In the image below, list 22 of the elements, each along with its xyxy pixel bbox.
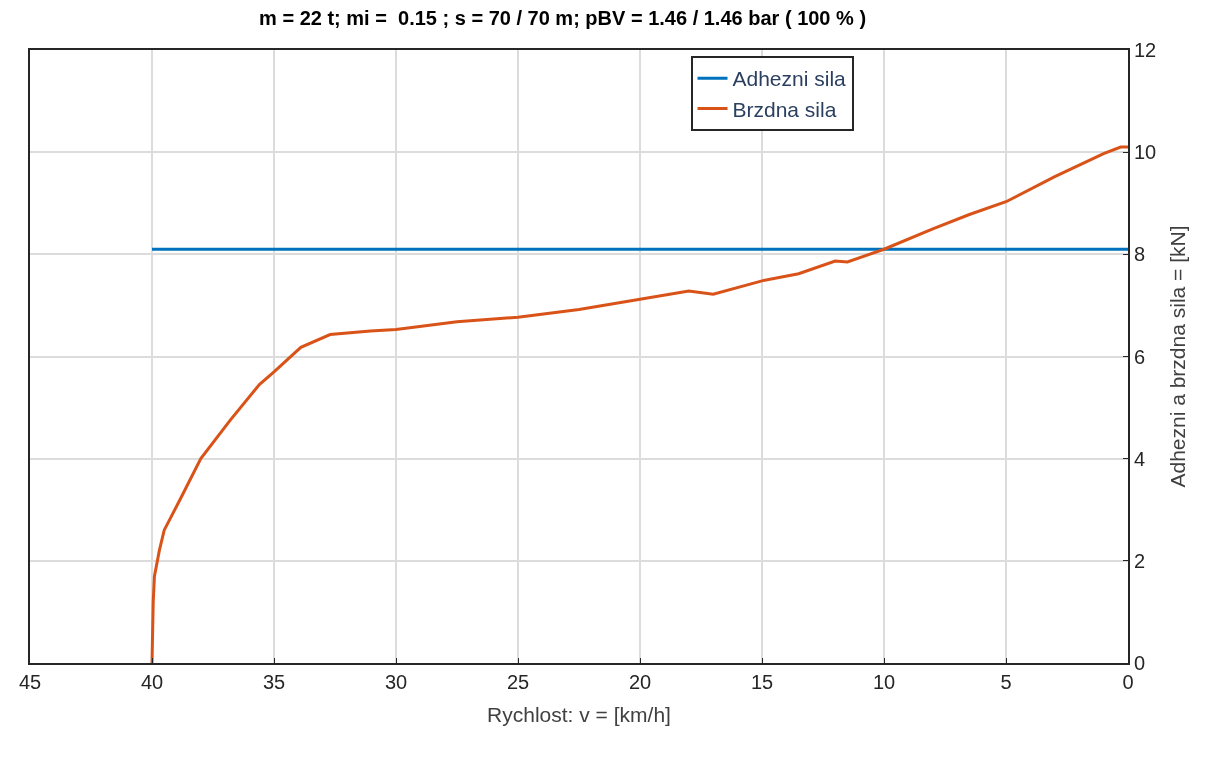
x-tick-label: 45	[18, 671, 42, 693]
y-tick-label: 4	[1134, 447, 1146, 470]
x-tick-label: 25	[506, 671, 530, 693]
y-tick-label: 8	[1134, 243, 1146, 266]
x-tick-label: 30	[384, 671, 408, 693]
x-tick-label: 10	[872, 671, 896, 693]
x-tick-label: 20	[628, 671, 652, 693]
x-tick-label: 5	[1000, 671, 1012, 693]
x-tick-label: 15	[750, 671, 774, 693]
y-tick-label: 0	[1134, 652, 1146, 674]
y-axis-title: Adhezni a brzdna sila = [kN]	[1165, 225, 1189, 488]
line-series	[150, 145, 1128, 663]
x-axis-title: Rychlost: v = [km/h]	[487, 702, 671, 726]
x-tick-label: 35	[262, 671, 286, 693]
y-tick-label: 2	[1134, 549, 1146, 572]
legend-label: Brzdna sila	[732, 97, 837, 121]
x-tick-label: 40	[140, 671, 164, 693]
chart-title: m = 22 t; mi = 0.15 ; s = 70 / 70 m; pBV = 1.46 / 1.46 bar ( 100 % )	[259, 7, 867, 30]
y-tick-label: 6	[1134, 345, 1146, 368]
y-tick-label: 10	[1134, 141, 1157, 164]
y-tick-label: 12	[1134, 39, 1157, 61]
legend-label: Adhezni sila	[732, 67, 847, 91]
